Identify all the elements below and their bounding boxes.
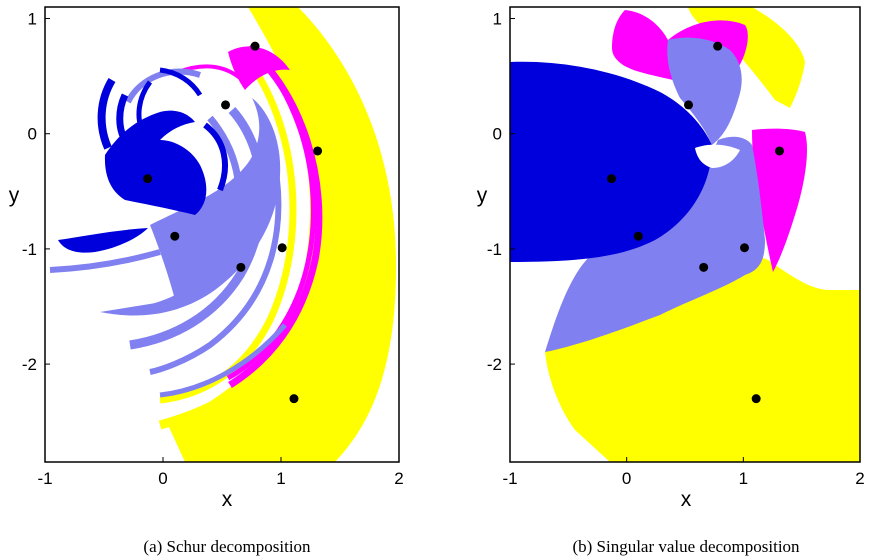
data-point-b [684,100,693,110]
panel-a: -1 0 1 2 1 0 -1 -2 x y (a) Schur decomposition [9,6,404,556]
data-point-a [236,262,246,272]
ytick-label-b: -1 [487,240,502,259]
data-point-b [699,262,709,272]
region-a-blue-arm-3 [116,93,129,142]
xtick-label-b: 2 [855,469,864,488]
region-a-blue-arm-6 [203,122,228,192]
region-a-lightblue-arc-6 [159,323,287,398]
ytick-label-a: 1 [28,10,37,29]
region-a-magenta-arc-2 [226,83,316,381]
region-a-yellow-arc-2 [159,68,297,404]
region-b-lightblue-top [667,37,742,145]
data-point-a [277,243,287,253]
data-point-b [740,243,749,253]
region-a-lightblue-arc-5 [149,149,282,375]
data-point-b [633,231,643,241]
ticks-a: -1 0 1 2 1 0 -1 -2 [22,10,404,488]
ytick-label-b: 0 [493,125,502,144]
region-a-blue-arm-1 [58,228,148,253]
region-a-lightblue-arc-3 [125,68,201,104]
data-point-a [221,100,231,110]
data-point-a [289,394,299,404]
region-a-yellow [168,7,397,462]
region-a-magenta [228,46,290,90]
ytick-label-a: -2 [22,355,37,374]
xtick-label-a: 2 [394,469,403,488]
region-a-blue-arm-4 [136,80,153,134]
data-point-a [250,41,260,51]
ytick-label-b: -2 [487,355,502,374]
xlabel-b: x [681,488,692,511]
region-a-blue-arm-5 [159,67,203,97]
region-a-lightblue-arc-1 [129,106,267,350]
ylabel-a: y [9,184,20,207]
data-point-a [170,231,180,241]
caption-b: (b) Singular value decomposition [572,537,800,556]
data-point-a [313,146,323,156]
ytick-label-a: 0 [28,125,37,144]
region-a-blue-arm-2 [97,77,116,150]
region-a-blue [104,110,207,215]
axes-frame-b [509,6,861,463]
data-point-b [775,146,784,156]
ylabel-b: y [477,184,488,207]
points-a [143,41,323,404]
xtick-label-b: -1 [502,469,517,488]
points-b [607,41,784,404]
region-b-lightblue-main [545,136,765,352]
plot-area-b [510,7,860,462]
data-point-b [607,174,616,184]
axes-frame-a [44,6,400,463]
region-a-lightblue-arc-4 [49,249,161,273]
ytick-label-a: -1 [22,240,37,259]
xtick-label-b: 0 [622,469,631,488]
caption-a: (a) Schur decomposition [143,537,311,556]
plot-area-a [45,7,399,462]
data-point-b [713,41,723,51]
data-point-a [143,174,153,184]
panel-b: -1 0 1 2 1 0 -1 -2 x y (b) Singular value decom… [477,6,865,556]
region-a-lightblue-arc-2 [149,115,243,312]
xtick-label-a: 1 [276,469,285,488]
region-b-white-notch [695,144,740,168]
ticks-b: -1 0 1 2 1 0 -1 -2 [487,10,865,488]
ytick-label-b: 1 [493,10,502,29]
xtick-label-a: -1 [37,469,52,488]
xtick-label-b: 1 [739,469,748,488]
xtick-label-a: 0 [158,469,167,488]
region-b-magenta-right [752,128,808,272]
data-point-b [751,394,761,404]
xlabel-a: x [222,488,233,511]
region-b-blue [510,61,712,262]
